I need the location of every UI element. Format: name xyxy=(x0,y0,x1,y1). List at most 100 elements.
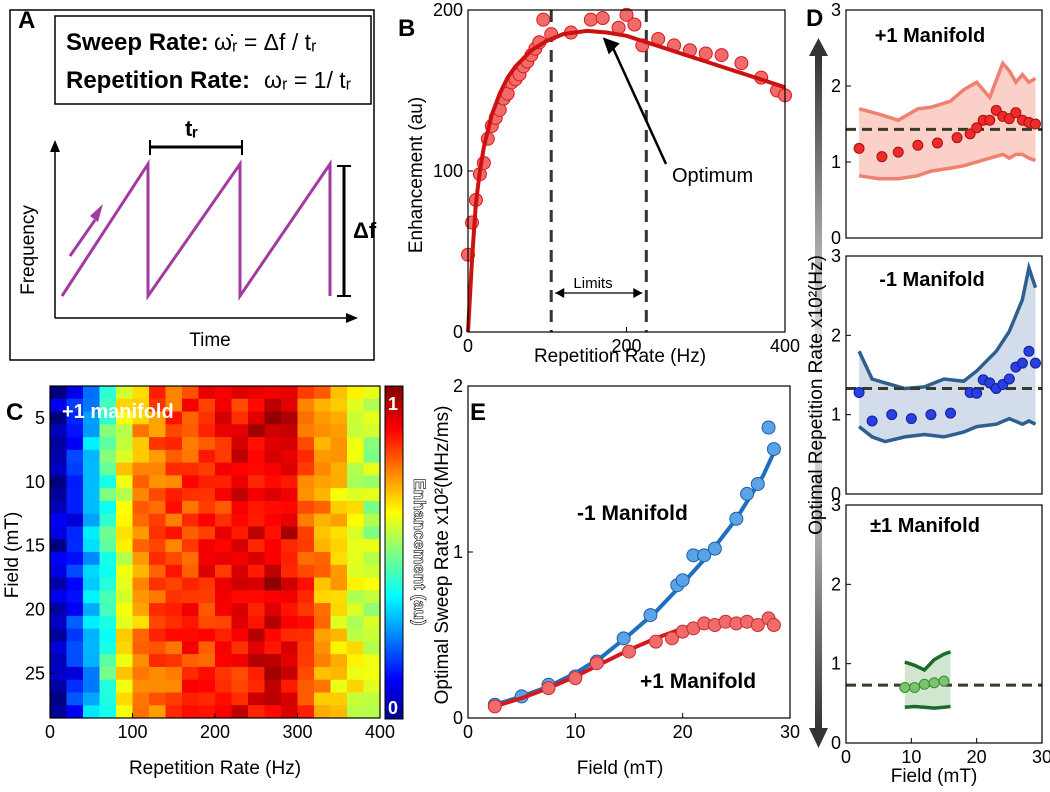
heatmap-cell xyxy=(149,539,166,553)
heatmap-cell xyxy=(330,475,348,489)
heatmap-cell xyxy=(198,552,216,566)
heatmap-cell xyxy=(83,488,100,502)
heatmap-cell xyxy=(149,449,166,464)
heatmap-cell xyxy=(297,552,315,566)
heatmap-cell xyxy=(198,679,216,693)
heatmap-cell xyxy=(83,475,100,489)
heatmap-cell xyxy=(66,564,84,578)
heatmap-cell xyxy=(264,411,282,425)
d-x-tick-label: 0 xyxy=(841,747,851,767)
d-x-tick-label: 30 xyxy=(1032,747,1050,767)
heatmap-cell xyxy=(165,411,183,425)
heatmap-cell xyxy=(165,449,183,464)
heatmap-cell xyxy=(149,500,166,515)
heatmap-cell xyxy=(231,564,249,578)
heatmap-cell xyxy=(347,462,364,476)
panel-label-a: A xyxy=(18,7,35,34)
heatmap-cell xyxy=(99,526,117,540)
heatmap-cell xyxy=(215,386,232,400)
heatmap-cell xyxy=(182,411,199,425)
heatmap-cell xyxy=(215,564,232,578)
heatmap-cell xyxy=(116,424,133,438)
heatmap-cell xyxy=(264,526,282,540)
heatmap-cell xyxy=(116,552,133,566)
a-x-axis-arrow xyxy=(346,313,358,323)
heatmap-cell xyxy=(215,539,232,553)
heatmap-cell xyxy=(182,590,199,604)
heatmap-cell xyxy=(83,590,100,604)
heatmap-cell xyxy=(165,513,183,527)
heatmap-cell xyxy=(314,386,331,400)
heatmap-cell xyxy=(83,552,100,566)
heatmap-cell xyxy=(248,603,265,617)
heatmap-cell xyxy=(231,679,249,693)
c-y-tick-label: 5 xyxy=(35,408,45,428)
heatmap-cell xyxy=(83,411,100,425)
heatmap-cell xyxy=(248,552,265,566)
heatmap-cell xyxy=(330,679,348,693)
heatmap-cell xyxy=(281,539,298,553)
heatmap-cell xyxy=(83,513,100,527)
heatmap-cell xyxy=(314,615,331,630)
heatmap-cell xyxy=(363,628,381,642)
heatmap-cell xyxy=(165,552,183,566)
heatmap-cell xyxy=(347,603,364,617)
b-x-tick-label: 400 xyxy=(770,336,800,356)
heatmap-cell xyxy=(264,628,282,642)
e-minus-data-point xyxy=(750,476,765,491)
heatmap-cell xyxy=(347,590,364,604)
heatmap-cell xyxy=(264,398,282,412)
heatmap-cell xyxy=(281,692,298,706)
heatmap-cell xyxy=(330,424,348,438)
panel-b-plot: 0 200 400 0 100 200 xyxy=(433,0,800,356)
heatmap-cell xyxy=(116,705,133,719)
heatmap-cell xyxy=(99,692,117,706)
heatmap-cell xyxy=(215,526,232,540)
optimum-arrowhead xyxy=(602,37,620,55)
c-x-label: Repetition Rate (Hz) xyxy=(129,758,301,779)
heatmap-cell xyxy=(248,692,265,706)
heatmap-cell xyxy=(347,705,364,719)
heatmap-cell xyxy=(347,641,364,655)
heatmap-cell xyxy=(215,615,232,630)
heatmap-cell xyxy=(264,679,282,693)
heatmap-cell xyxy=(132,488,150,502)
heatmap-cell xyxy=(330,462,348,476)
d-y-label: Optimal Repetition Rate x10²(Hz) xyxy=(806,255,827,535)
heatmap-cell xyxy=(363,679,381,693)
heatmap-cell xyxy=(132,411,150,425)
heatmap-cell xyxy=(248,513,265,527)
heatmap-cell xyxy=(248,437,265,451)
heatmap-cell xyxy=(66,437,84,451)
heatmap-cell xyxy=(330,603,348,617)
heatmap-cell xyxy=(66,526,84,540)
heatmap-cell xyxy=(347,500,364,515)
heatmap-cell xyxy=(149,513,166,527)
heatmap-cell xyxy=(132,424,150,438)
heatmap-cell xyxy=(297,590,315,604)
heatmap-cell xyxy=(297,475,315,489)
b-data-point xyxy=(627,17,642,32)
heatmap-cell xyxy=(314,449,331,464)
heatmap-cell xyxy=(330,564,348,578)
limits-arrowhead-left xyxy=(555,288,565,298)
heatmap-cell xyxy=(330,654,348,668)
heatmap-cell xyxy=(297,679,315,693)
heatmap-cell xyxy=(50,590,67,604)
heatmap-cell xyxy=(116,539,133,553)
a-y-label: Frequency xyxy=(18,205,39,295)
heatmap-cell xyxy=(314,654,331,668)
heatmap-cell xyxy=(198,488,216,502)
heatmap-cell xyxy=(248,705,265,719)
d-minus-band-lower xyxy=(858,416,1037,444)
sweep-direction-arrowhead xyxy=(90,204,103,222)
heatmap-cell xyxy=(116,411,133,425)
d-minus-data-point xyxy=(925,409,937,421)
heatmap-cell xyxy=(198,692,216,706)
heatmap-cell xyxy=(132,615,150,630)
heatmap-cell xyxy=(248,641,265,655)
heatmap-cell xyxy=(99,628,117,642)
heatmap-cell xyxy=(231,526,249,540)
heatmap-cell xyxy=(83,449,100,464)
heatmap-cell xyxy=(116,564,133,578)
